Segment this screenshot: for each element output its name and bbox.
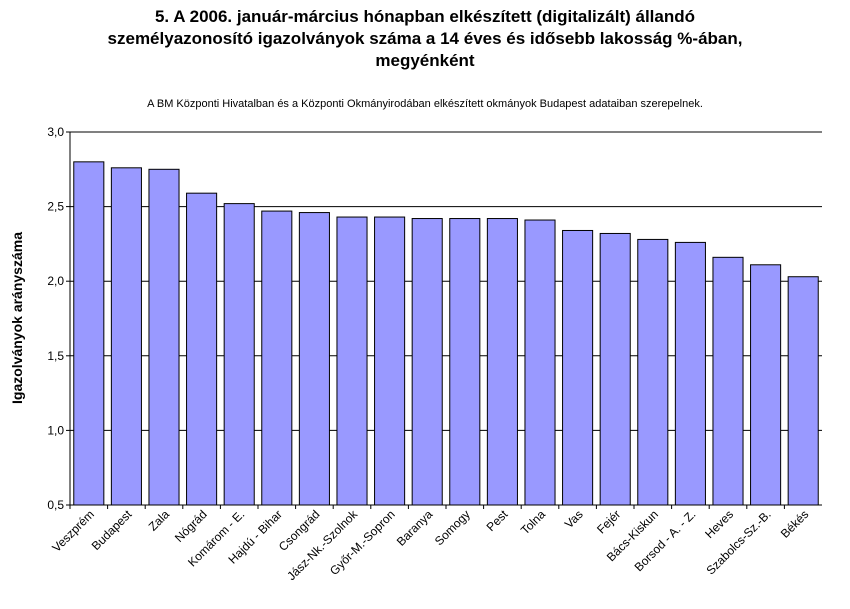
chart-title-line-1: 5. A 2006. január-március hónapban elkés…	[154, 7, 696, 26]
bar	[486, 218, 518, 506]
bar	[223, 203, 255, 506]
bar	[261, 210, 293, 506]
x-tick-label: Heves	[702, 507, 736, 541]
bar	[524, 219, 556, 506]
y-tick-label: 2,0	[47, 274, 64, 288]
x-tick-label: Fejér	[594, 507, 623, 536]
x-tick-label: Pest	[484, 507, 511, 534]
bar	[336, 216, 368, 506]
x-tick-label: Győr-M.-Sopron	[327, 507, 398, 578]
chart-subtitle: A BM Központi Hivatalban és a Központi O…	[147, 98, 703, 110]
bar	[411, 218, 443, 506]
y-tick-label: 2,5	[47, 200, 64, 214]
y-axis-label: Igazolványok arányszáma	[9, 232, 25, 404]
bar	[298, 212, 330, 506]
bar	[374, 216, 406, 506]
axes	[69, 132, 822, 506]
x-tick-label: Somogy	[432, 507, 473, 548]
x-tick-label: Veszprém	[49, 507, 97, 555]
x-tick-label: Budapest	[89, 507, 135, 553]
bar	[110, 167, 142, 506]
chart-title: 5. A 2006. január-március hónapban elkés…	[0, 6, 850, 72]
bar	[712, 256, 744, 506]
chart-title-line-2: személyazonosító igazolványok száma a 14…	[107, 29, 743, 48]
bar	[637, 238, 669, 506]
bars	[73, 161, 819, 506]
x-tick-label: Baranya	[394, 507, 436, 549]
bar	[186, 192, 218, 506]
x-tick-label: Szabolcs-Sz.-B.	[703, 507, 773, 577]
y-tick-label: 3,0	[47, 125, 64, 139]
x-tick-label: Békés	[778, 507, 811, 540]
bar	[787, 276, 819, 506]
bar	[562, 229, 594, 506]
x-tick-label: Zala	[146, 507, 173, 534]
bar	[148, 168, 180, 506]
x-tick-label: Vas	[562, 507, 586, 531]
bar	[750, 264, 782, 506]
bar	[674, 241, 706, 506]
bar	[73, 161, 105, 506]
y-tick-labels: 0,5 1,0 1,5 2,0 2,5 3,0	[47, 125, 64, 512]
bar	[599, 232, 631, 506]
bar	[449, 218, 481, 506]
x-tick-label: Tolna	[518, 507, 548, 537]
y-tick-label: 0,5	[47, 498, 64, 512]
y-tick-label: 1,0	[47, 423, 64, 437]
chart-title-line-3: megyénként	[375, 51, 475, 70]
y-tick-label: 1,5	[47, 349, 64, 363]
